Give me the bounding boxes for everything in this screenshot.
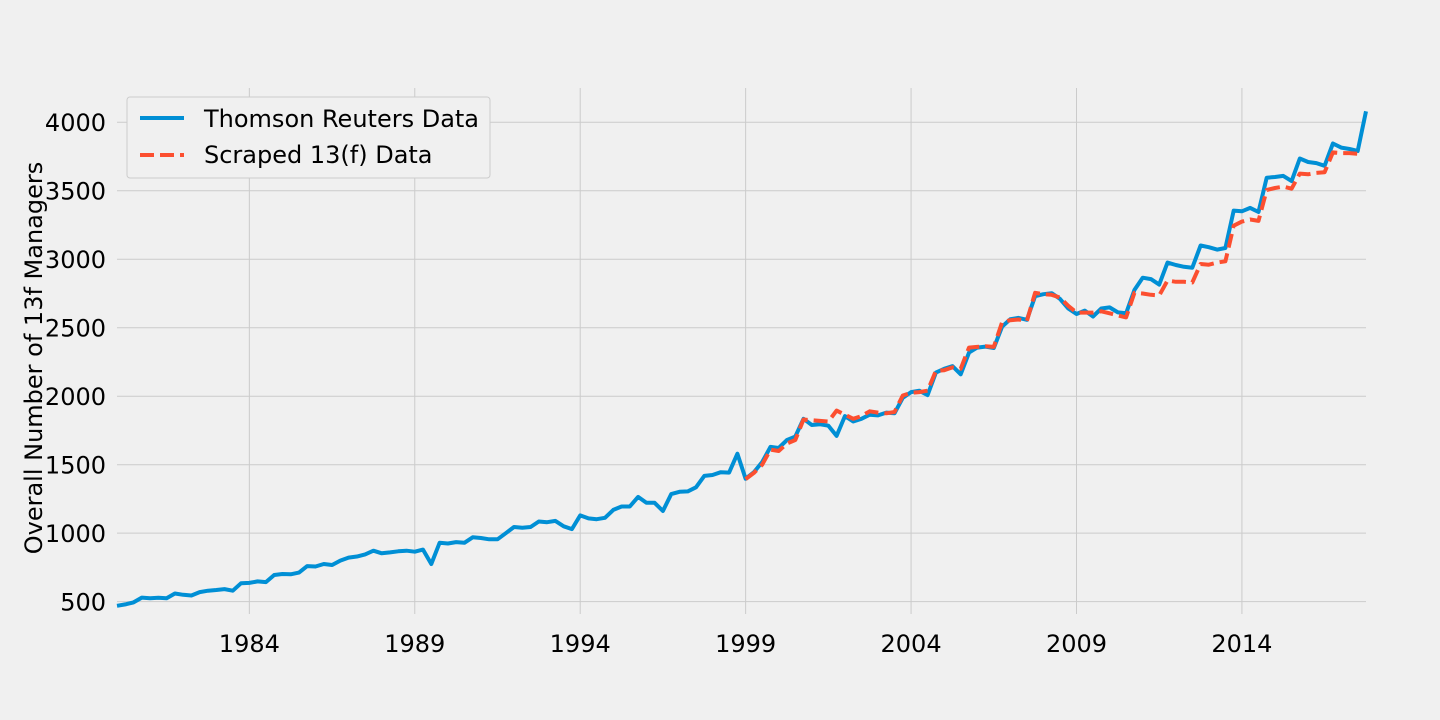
x-tick-label: 1989	[384, 630, 445, 658]
y-axis-label: Overall Number of 13f Managers	[20, 162, 48, 555]
x-axis: 1984 1989 1994 1999 2004 2009 2014	[219, 630, 1273, 658]
y-tick-label: 4000	[45, 109, 106, 137]
grid	[117, 88, 1366, 614]
x-tick-label: 2004	[881, 630, 942, 658]
x-tick-label: 1999	[715, 630, 776, 658]
y-tick-label: 3000	[45, 246, 106, 274]
legend-box	[126, 96, 491, 179]
series-line-scraped	[744, 150, 1358, 481]
x-tick-label: 1984	[219, 630, 280, 658]
series-line-thomson	[116, 110, 1368, 608]
y-tick-label: 2500	[45, 315, 106, 343]
legend-label-scraped: Scraped 13(f) Data	[204, 141, 433, 169]
series-layer	[116, 110, 1368, 608]
legend: Thomson Reuters Data Scraped 13(f) Data	[126, 96, 491, 179]
y-axis: 500 1000 1500 2000 2500 3000 3500 4000	[45, 109, 106, 616]
x-tick-label: 2009	[1046, 630, 1107, 658]
x-tick-label: 1994	[550, 630, 611, 658]
y-tick-label: 1500	[45, 452, 106, 480]
y-tick-label: 500	[60, 589, 106, 617]
y-tick-label: 2000	[45, 383, 106, 411]
x-tick-label: 2014	[1211, 630, 1272, 658]
y-tick-label: 3500	[45, 178, 106, 206]
legend-label-thomson: Thomson Reuters Data	[203, 105, 479, 133]
y-tick-label: 1000	[45, 520, 106, 548]
